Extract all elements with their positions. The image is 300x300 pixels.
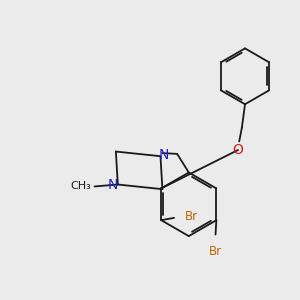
- Text: CH₃: CH₃: [71, 182, 92, 191]
- Text: Br: Br: [184, 210, 198, 223]
- Text: N: N: [108, 178, 118, 191]
- Text: Br: Br: [209, 245, 222, 258]
- Text: N: N: [159, 148, 169, 162]
- Text: O: O: [232, 143, 244, 157]
